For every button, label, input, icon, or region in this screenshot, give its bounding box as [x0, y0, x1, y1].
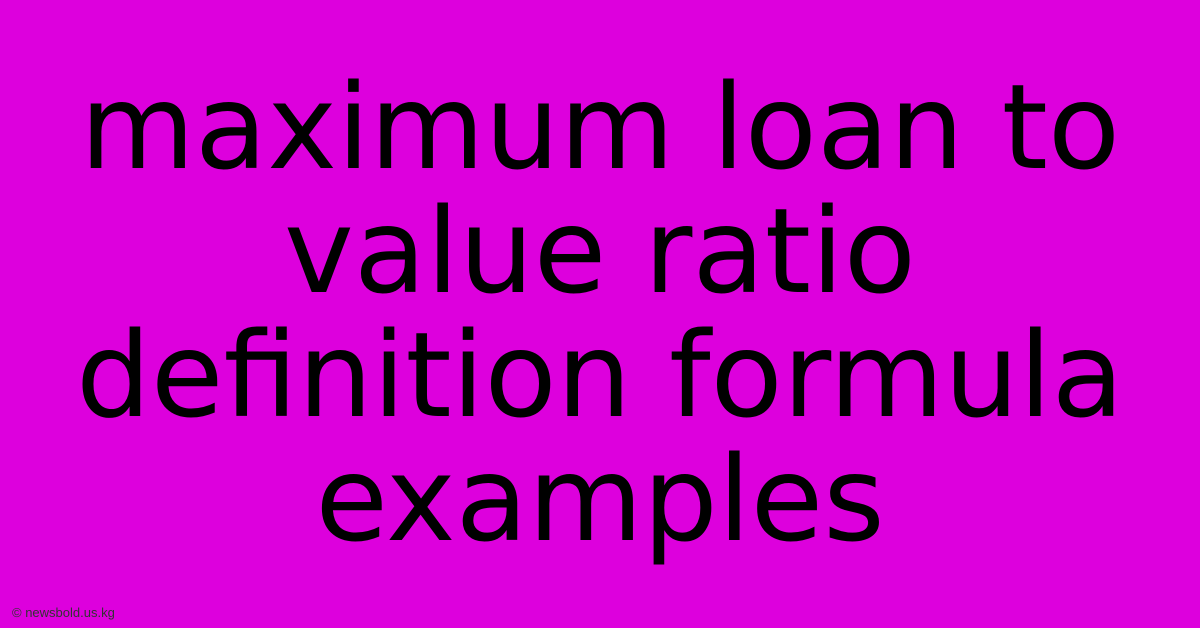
attribution-text: © newsbold.us.kg [12, 605, 115, 620]
headline-text: maximum loan to value ratio definition f… [0, 66, 1200, 562]
banner-container: maximum loan to value ratio definition f… [0, 0, 1200, 628]
